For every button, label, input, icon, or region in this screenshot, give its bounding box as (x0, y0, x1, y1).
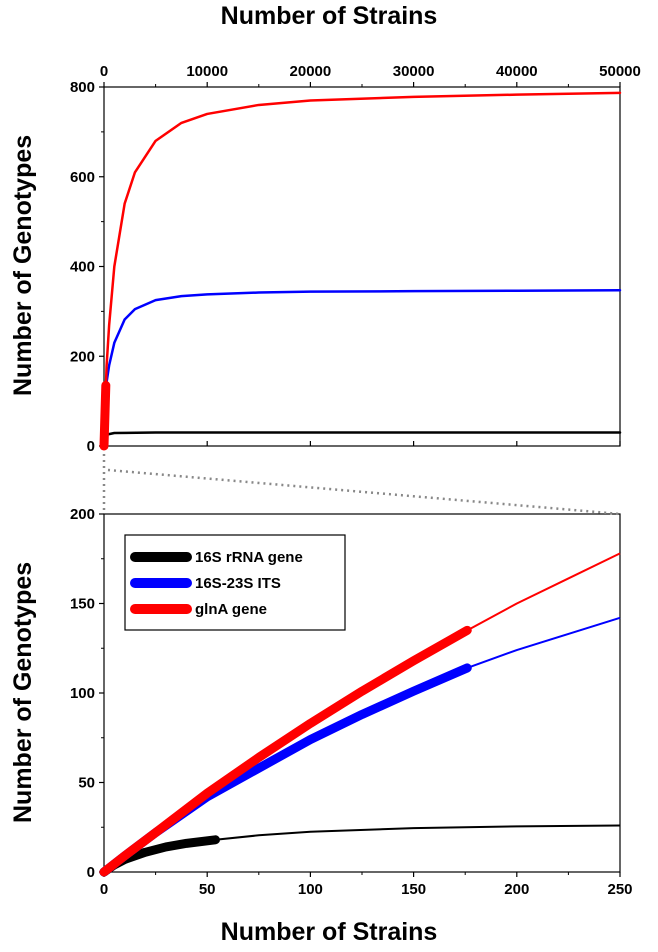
legend-label-glna-gene: glnA gene (195, 601, 267, 618)
top-x-tick-label: 0 (100, 63, 108, 80)
top-series-line-2 (102, 91, 622, 448)
bottom-x-tick-label: 250 (607, 881, 632, 898)
zoom-connector-right (107, 468, 621, 516)
top-y-tick-label: 800 (70, 79, 95, 96)
top-y-tick-label: 400 (70, 259, 95, 276)
top-y-tick-label: 0 (87, 438, 95, 455)
bottom-y-tick-label: 100 (70, 685, 95, 702)
top-series-line-1 (102, 289, 622, 448)
bottom-y-tick-label: 200 (70, 506, 95, 523)
top-x-axis-label: Number of Strains (220, 2, 438, 30)
bottom-y-tick-label: 50 (78, 775, 95, 792)
top-x-tick-label: 30000 (393, 63, 435, 80)
bottom-x-tick-label: 0 (100, 881, 108, 898)
series-line-16s-23s-its (103, 616, 621, 873)
top-series-line-0 (102, 431, 622, 448)
bottom-y-tick-label: 150 (70, 596, 95, 613)
bottom-y-tick-label: 0 (87, 864, 95, 881)
bottom-x-tick-label: 50 (199, 881, 216, 898)
top-x-tick-label: 20000 (290, 63, 332, 80)
series-observed-glna-gene (99, 625, 472, 877)
top-plot-frame (103, 86, 621, 447)
bottom-x-tick-label: 200 (504, 881, 529, 898)
top-y-tick-label: 600 (70, 169, 95, 186)
bottom-x-tick-label: 100 (298, 881, 323, 898)
legend-label-16s-23s-its: 16S-23S ITS (195, 575, 281, 592)
top-x-tick-label: 50000 (599, 63, 641, 80)
bottom-x-axis-label: Number of Strains (220, 918, 438, 946)
top-x-tick-label: 40000 (496, 63, 538, 80)
bottom-x-tick-label: 150 (401, 881, 426, 898)
legend-label-16s-rrna-gene: 16S rRNA gene (195, 549, 303, 566)
top-y-tick-label: 200 (70, 348, 95, 365)
top-series-observed-segment (99, 380, 111, 451)
top-x-tick-label: 10000 (186, 63, 228, 80)
series-observed-16s-23s-its (99, 663, 472, 877)
